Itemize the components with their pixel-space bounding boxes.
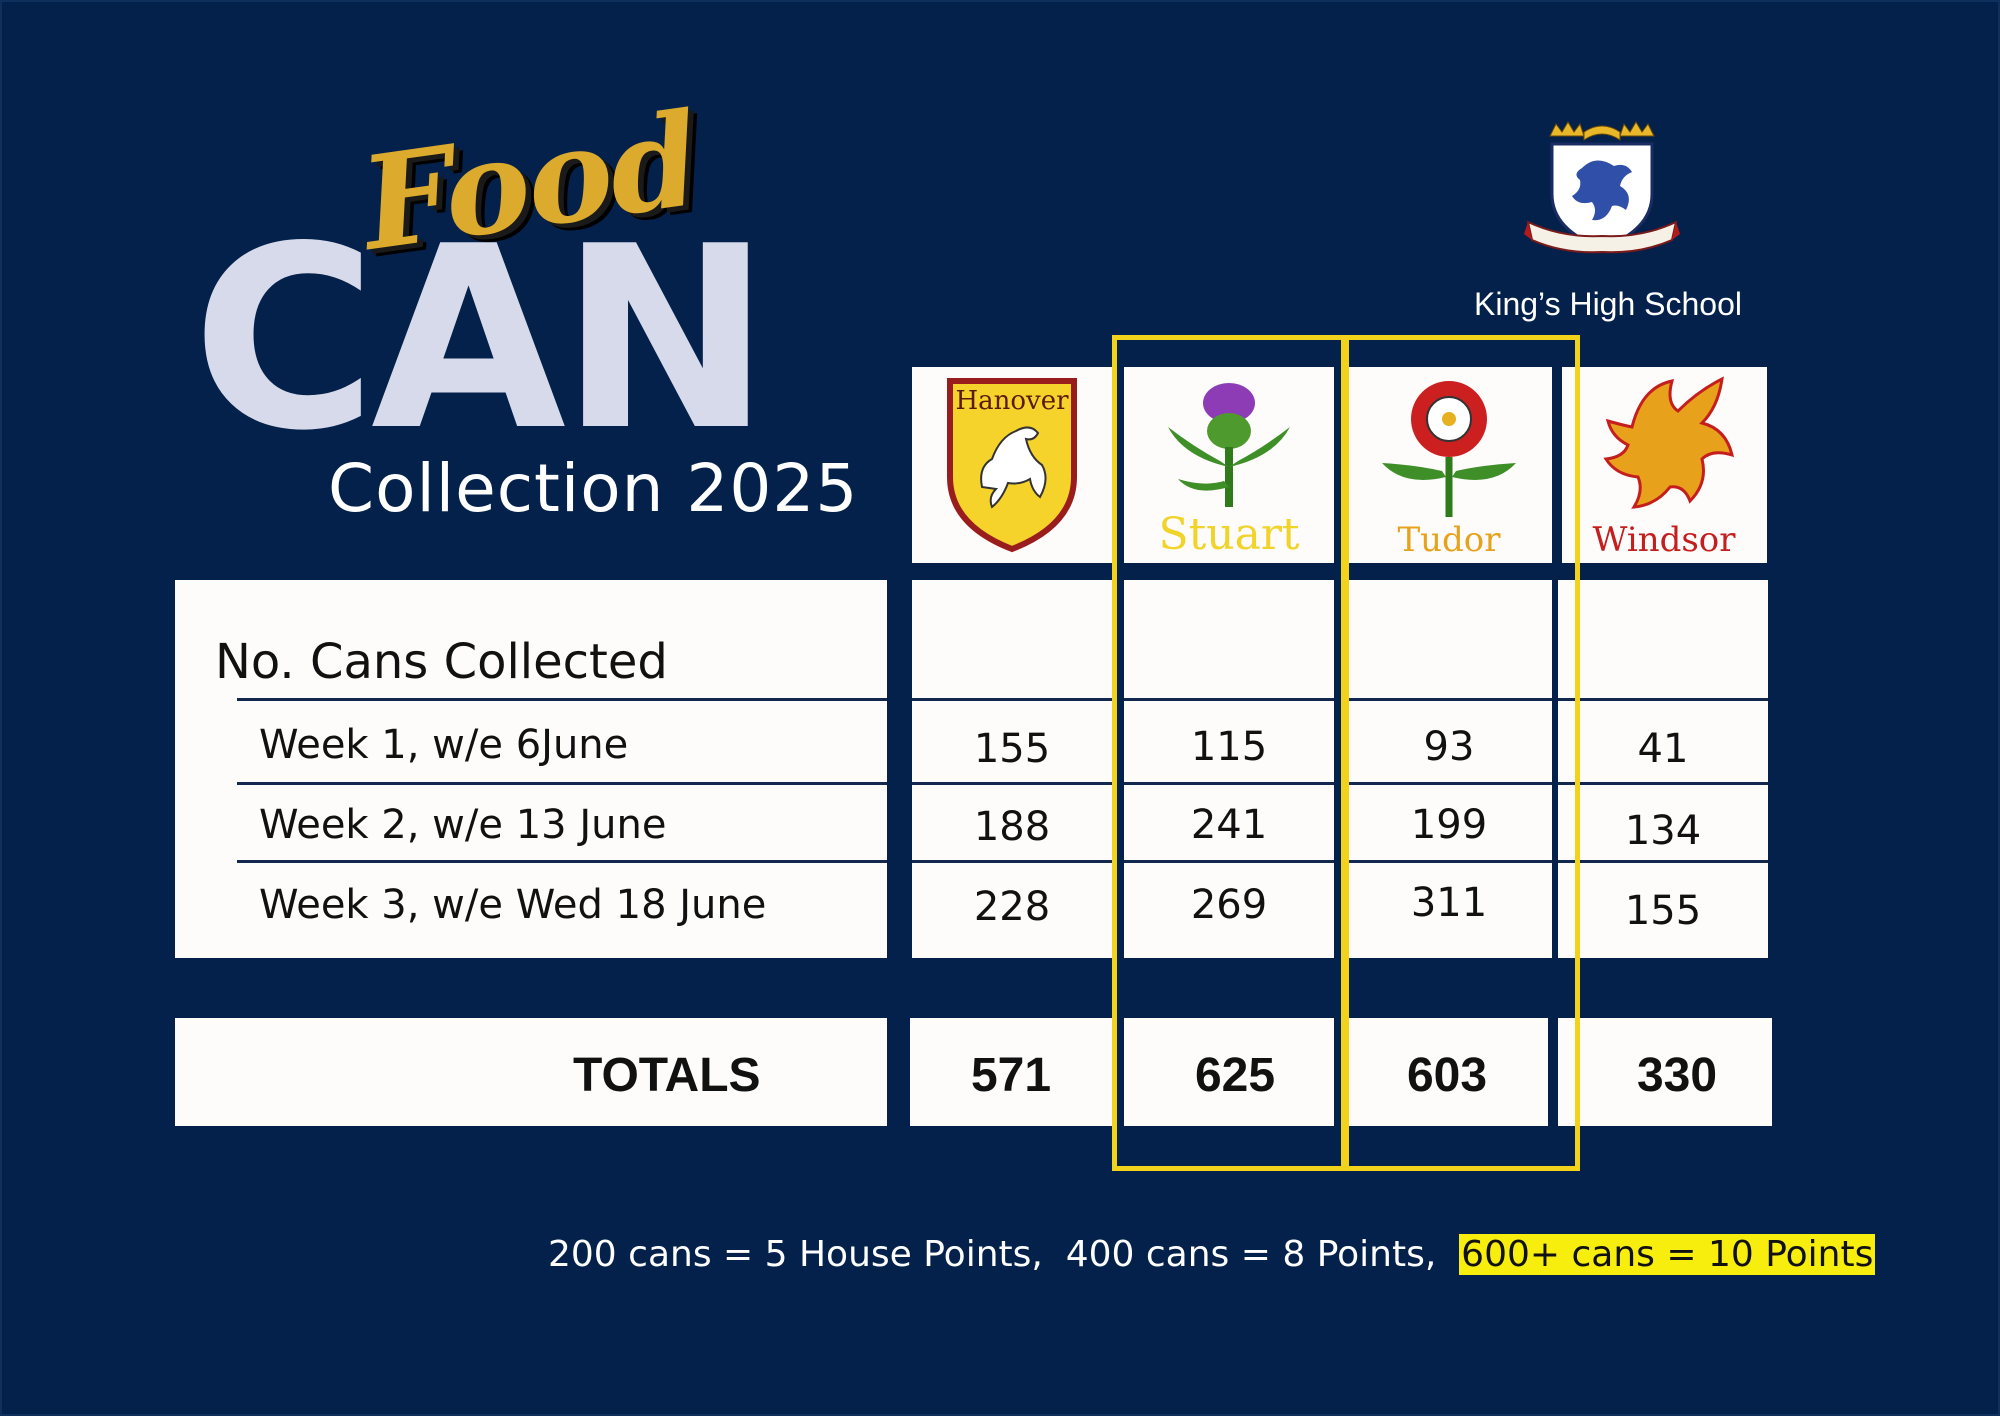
total-value: 603 xyxy=(1406,1049,1488,1102)
highlight-box-stuart xyxy=(1112,335,1346,1171)
value-cell: 228 xyxy=(973,884,1051,930)
house-logo-tudor: Tudor xyxy=(1346,367,1552,563)
school-crest-icon xyxy=(1524,121,1680,254)
house-name-stuart: Stuart xyxy=(1158,509,1299,560)
school-name: King’s High School xyxy=(1473,286,1742,322)
divider xyxy=(912,782,1112,785)
points-footnote-highlight: 600+ cans = 10 Points xyxy=(1459,1234,1876,1275)
house-logo-windsor: Windsor xyxy=(1562,367,1767,563)
divider xyxy=(1124,782,1334,785)
divider xyxy=(1558,698,1768,701)
tudor-rose-icon: Tudor xyxy=(1382,381,1516,560)
house-name-tudor: Tudor xyxy=(1397,520,1501,560)
column-tudor: 93 199 311 xyxy=(1346,580,1552,958)
value-cell: 155 xyxy=(1624,888,1702,934)
title-collection: Collection 2025 xyxy=(328,450,859,527)
column-stuart: 115 241 269 xyxy=(1124,580,1334,958)
divider xyxy=(237,782,887,785)
value-cell: 241 xyxy=(1190,802,1268,848)
total-stuart: 625 xyxy=(1124,1018,1334,1126)
divider xyxy=(1558,860,1768,863)
house-name-hanover: Hanover xyxy=(955,386,1069,416)
total-hanover: 571 xyxy=(910,1018,1112,1126)
column-hanover: 155 188 228 xyxy=(912,580,1112,958)
row-labels-panel: No. Cans Collected Week 1, w/e 6June Wee… xyxy=(175,580,887,958)
value-cell: 115 xyxy=(1190,724,1268,770)
divider xyxy=(1124,860,1334,863)
value-cell: 269 xyxy=(1190,882,1268,928)
total-value: 330 xyxy=(1636,1049,1718,1102)
value-cell: 311 xyxy=(1410,880,1488,926)
title-can: CAN xyxy=(192,193,771,486)
divider xyxy=(237,860,887,863)
table-heading: No. Cans Collected xyxy=(215,634,668,690)
divider xyxy=(1558,782,1768,785)
value-cell: 93 xyxy=(1423,724,1475,770)
value-cell: 199 xyxy=(1410,802,1488,848)
divider xyxy=(237,698,887,701)
row-label-week-2: Week 2, w/e 13 June xyxy=(259,802,667,848)
points-footnote-text: 200 cans = 5 House Points, 400 cans = 8 … xyxy=(548,1234,1460,1275)
row-label-week-1: Week 1, w/e 6June xyxy=(259,722,629,768)
thistle-icon: Stuart xyxy=(1158,383,1300,560)
total-windsor: 330 xyxy=(1558,1018,1772,1126)
total-value: 571 xyxy=(970,1049,1052,1102)
totals-label-panel: TOTALS xyxy=(175,1018,887,1126)
horse-shield-icon: Hanover xyxy=(947,378,1077,553)
divider xyxy=(1346,698,1552,701)
total-tudor: 603 xyxy=(1346,1018,1548,1126)
value-cell: 41 xyxy=(1637,726,1689,772)
griffin-icon: Windsor xyxy=(1592,376,1736,560)
divider xyxy=(912,860,1112,863)
value-cell: 155 xyxy=(973,726,1051,772)
highlight-box-tudor xyxy=(1344,335,1580,1171)
house-logo-stuart: Stuart xyxy=(1124,367,1334,563)
value-cell: 188 xyxy=(973,804,1051,850)
divider xyxy=(1124,698,1334,701)
value-cell: 134 xyxy=(1624,808,1702,854)
total-value: 625 xyxy=(1194,1049,1276,1102)
house-name-windsor: Windsor xyxy=(1592,520,1736,560)
house-logo-hanover: Hanover xyxy=(912,367,1112,563)
row-label-week-3: Week 3, w/e Wed 18 June xyxy=(259,882,767,928)
totals-label: TOTALS xyxy=(573,1049,761,1102)
divider xyxy=(1346,782,1552,785)
divider xyxy=(1346,860,1552,863)
points-footnote: 200 cans = 5 House Points, 400 cans = 8 … xyxy=(548,1234,1876,1275)
column-windsor: 41 134 155 xyxy=(1558,580,1768,958)
divider xyxy=(912,698,1112,701)
